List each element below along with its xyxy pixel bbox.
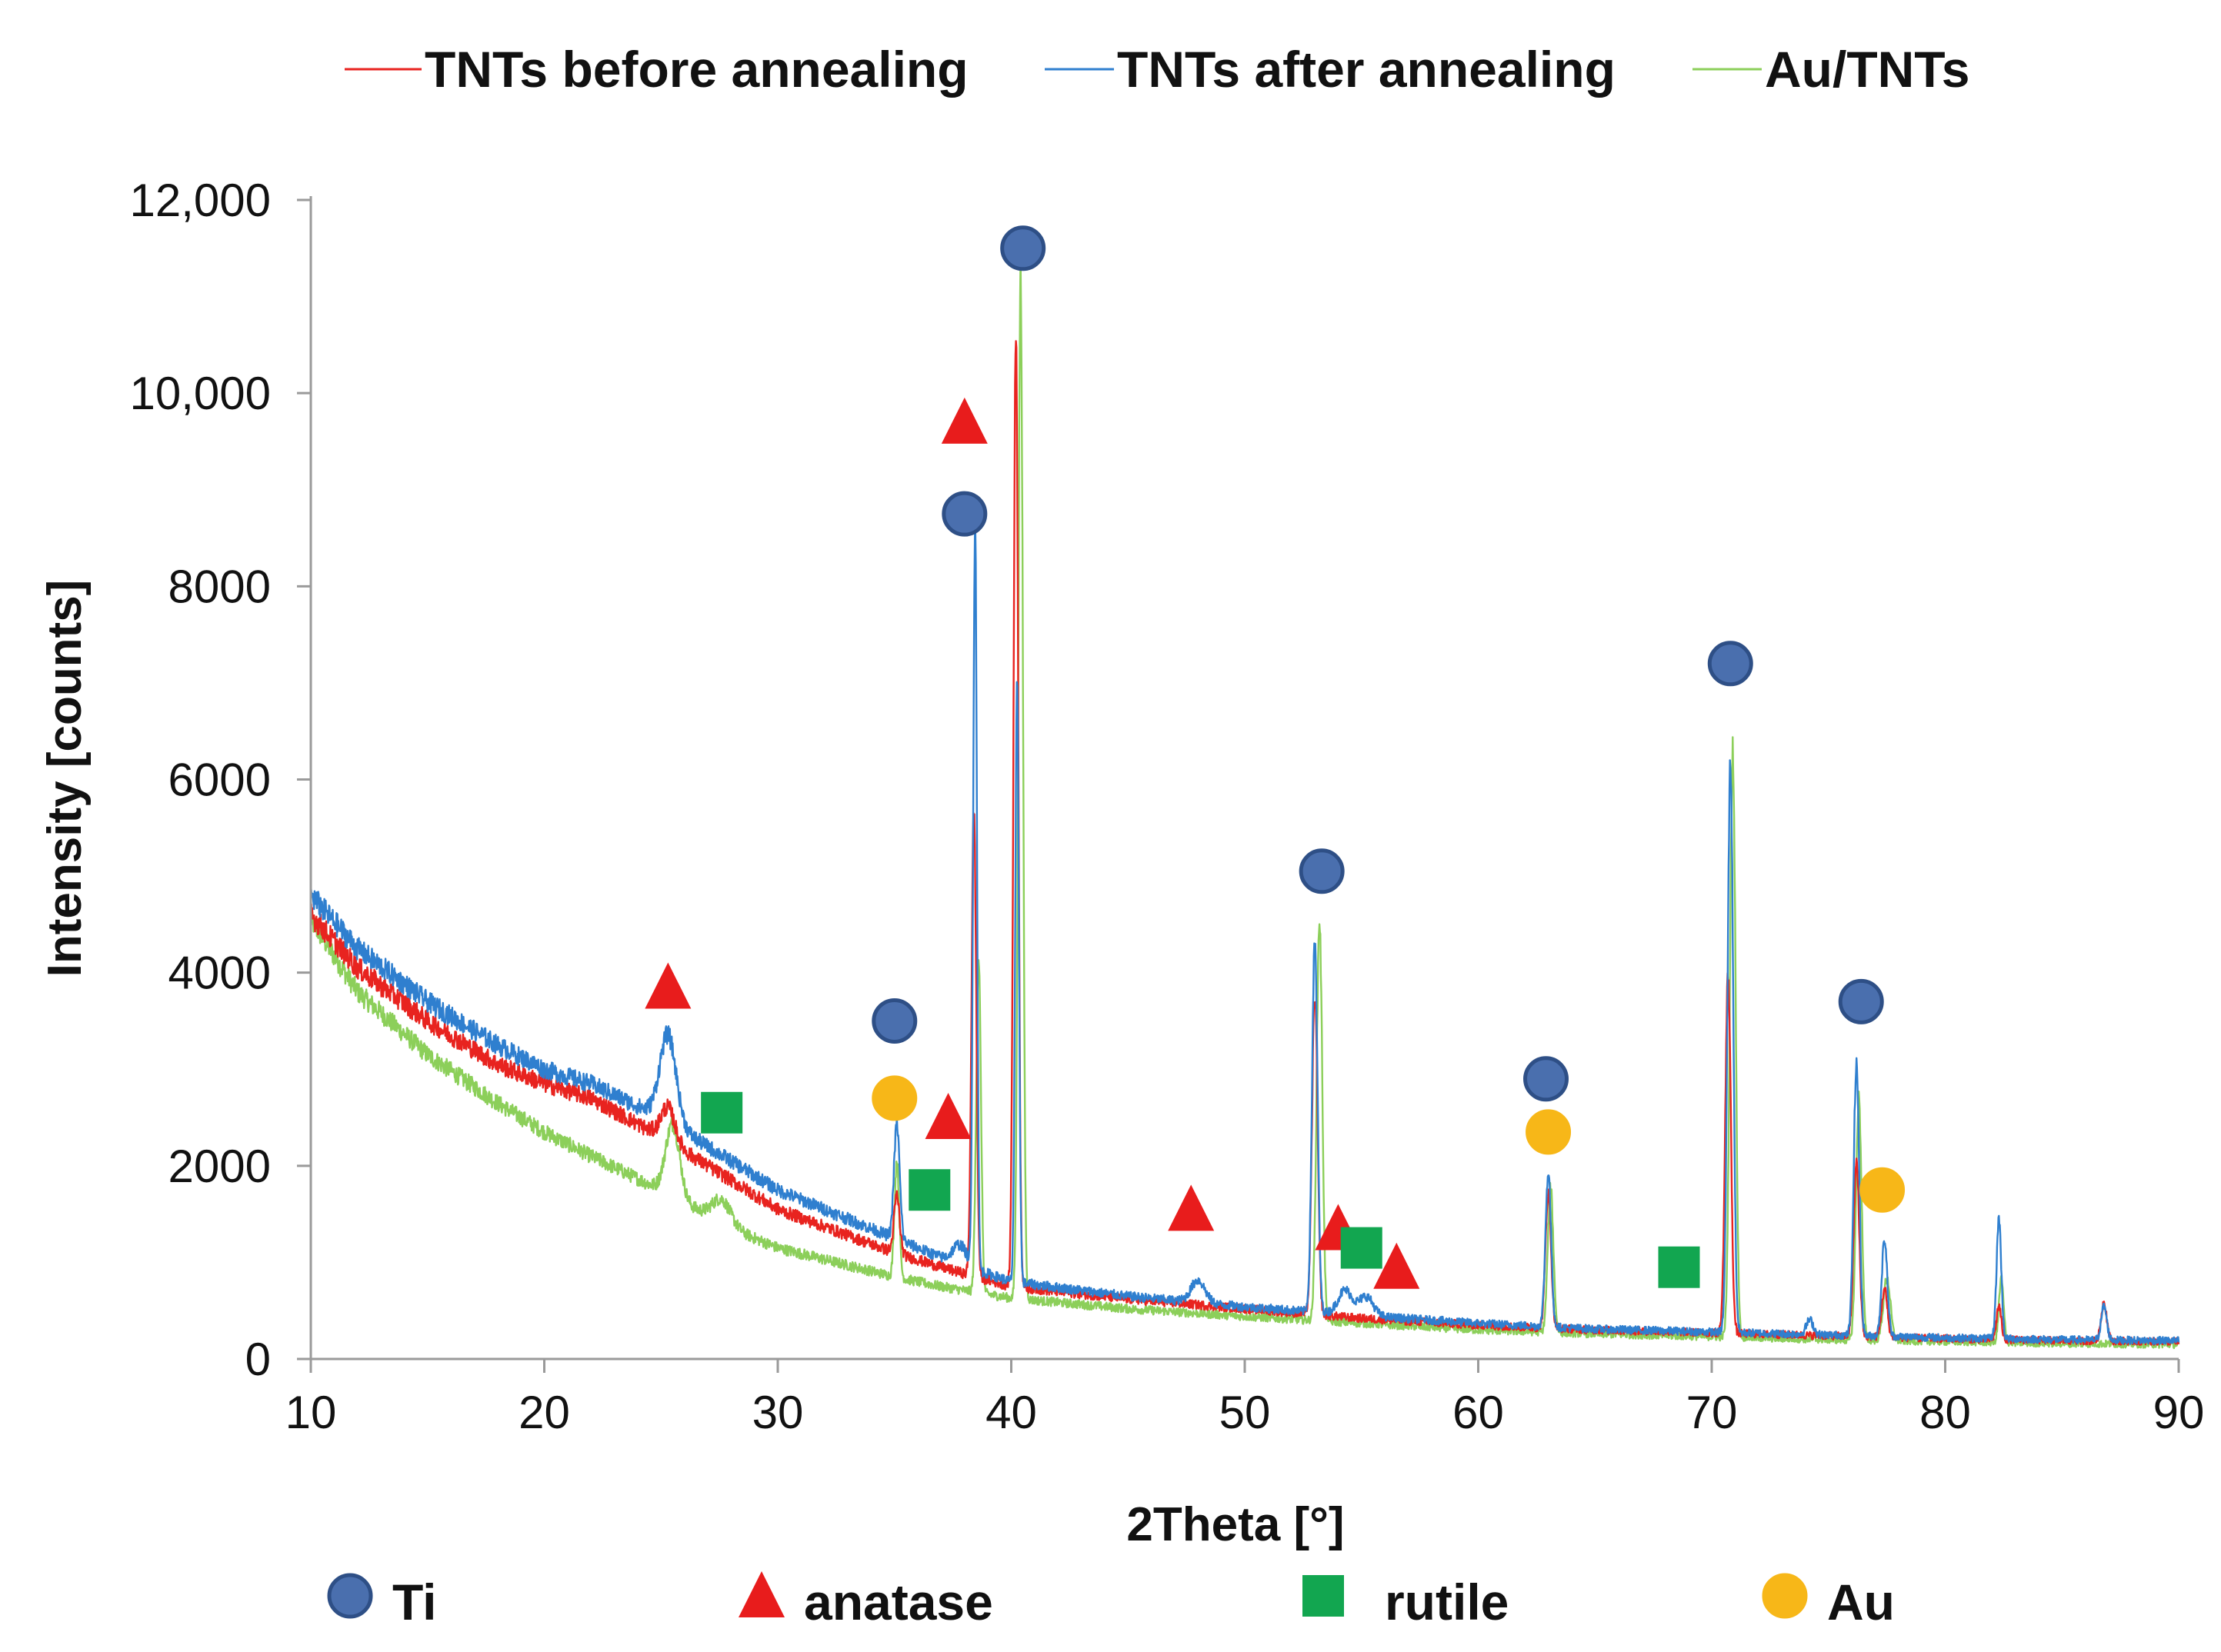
legend-item-series-0: TNTs before annealing xyxy=(345,41,969,98)
ti-legend-marker xyxy=(327,1573,373,1619)
phase-marker-ti xyxy=(942,491,988,537)
y-tick-label: 8000 xyxy=(168,561,271,612)
x-tick-label: 70 xyxy=(1686,1387,1738,1438)
au-legend-marker xyxy=(1762,1573,1808,1619)
phase-marker-ti xyxy=(1000,225,1046,271)
y-tick-label: 2000 xyxy=(168,1141,271,1192)
anatase-legend-marker xyxy=(739,1571,785,1617)
phase-legend: Ti anatase rutile Au xyxy=(327,1571,1895,1630)
axes: 10 20 30 40 50 60 70 80 90 0 2000 4000 6000 8000 10,00… xyxy=(129,175,2204,1438)
phase-marker-anatase xyxy=(645,962,692,1009)
phase-marker-rutile xyxy=(1340,1227,1382,1269)
plot-area: 10 20 30 40 50 60 70 80 90 0 2000 4000 6000 8000 10,00… xyxy=(129,175,2204,1438)
x-axis-title: 2Theta [°] xyxy=(1126,1498,1344,1551)
phase-marker-rutile xyxy=(1658,1246,1700,1288)
y-tick-label: 12,000 xyxy=(129,175,271,226)
phase-marker-rutile xyxy=(701,1091,743,1134)
x-tick-label: 80 xyxy=(1919,1387,1971,1438)
y-axis-title: Intensity [counts] xyxy=(38,580,92,978)
legend-label: Au/TNTs xyxy=(1765,41,1969,98)
legend-item-anatase: anatase xyxy=(739,1571,993,1630)
phase-marker-ti xyxy=(1299,848,1345,894)
legend-item-series-2: Au/TNTs xyxy=(1692,41,1969,98)
y-tick-label: 6000 xyxy=(168,754,271,806)
legend-item-au: Au xyxy=(1762,1573,1895,1630)
legend-label: rutile xyxy=(1385,1574,1509,1630)
legend-item-ti: Ti xyxy=(327,1573,436,1630)
x-tick-label: 60 xyxy=(1452,1387,1504,1438)
phase-marker-layer xyxy=(645,225,1906,1289)
series-line-1 xyxy=(309,528,2180,1345)
x-tick-label: 50 xyxy=(1219,1387,1271,1438)
y-tick-label: 0 xyxy=(245,1334,271,1385)
legend-item-series-1: TNTs after annealing xyxy=(1045,41,1616,98)
phase-marker-ti xyxy=(1707,641,1753,687)
phase-marker-ti xyxy=(872,998,918,1044)
x-tick-label: 40 xyxy=(985,1387,1037,1438)
rutile-legend-marker xyxy=(1302,1575,1344,1617)
phase-marker-anatase xyxy=(1168,1184,1215,1231)
phase-marker-ti xyxy=(1838,978,1884,1024)
phase-marker-au xyxy=(872,1075,918,1121)
x-tick-label: 30 xyxy=(752,1387,804,1438)
legend-label: Au xyxy=(1827,1574,1895,1630)
phase-marker-anatase xyxy=(941,397,988,444)
phase-marker-au xyxy=(1526,1109,1572,1155)
phase-marker-anatase xyxy=(1373,1242,1420,1289)
legend-label: TNTs after annealing xyxy=(1117,41,1616,98)
phase-marker-anatase xyxy=(925,1093,972,1140)
x-tick-label: 20 xyxy=(519,1387,570,1438)
x-tick-label: 10 xyxy=(285,1387,337,1438)
phase-marker-ti xyxy=(1523,1056,1569,1102)
legend-item-rutile: rutile xyxy=(1302,1574,1509,1630)
series-legend: TNTs before annealing TNTs after annealin… xyxy=(345,41,1969,98)
legend-label: TNTs before annealing xyxy=(425,41,969,98)
y-tick-label: 4000 xyxy=(168,948,271,999)
phase-marker-rutile xyxy=(909,1169,951,1211)
legend-label: Ti xyxy=(392,1574,436,1630)
y-tick-label: 10,000 xyxy=(129,368,271,419)
legend-label: anatase xyxy=(804,1574,993,1630)
phase-marker-au xyxy=(1859,1167,1906,1213)
x-tick-label: 90 xyxy=(2153,1387,2205,1438)
series-layer xyxy=(309,255,2180,1350)
